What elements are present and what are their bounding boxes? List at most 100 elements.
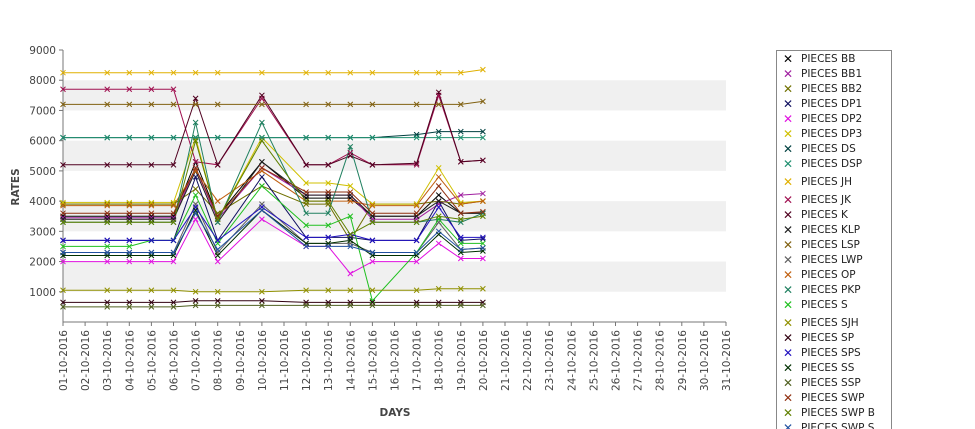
data-point <box>325 198 332 204</box>
data-point <box>369 249 376 256</box>
data-point <box>347 101 354 108</box>
data-point <box>435 128 442 135</box>
data-point <box>126 258 133 265</box>
legend-marker-icon: ✕ <box>782 253 794 267</box>
legend-marker-icon: ✕ <box>782 97 794 111</box>
legend-item: ✕ PIECES KLP <box>777 223 891 238</box>
data-point <box>104 202 111 209</box>
legend-label: PIECES SWP B <box>801 407 875 419</box>
data-point <box>104 258 111 265</box>
data-point <box>148 86 155 93</box>
data-point <box>369 161 376 168</box>
series-line <box>63 300 483 303</box>
data-point <box>413 249 420 256</box>
series-line <box>63 100 483 105</box>
series-points <box>60 66 486 310</box>
data-point <box>192 186 199 192</box>
data-point <box>480 213 486 220</box>
data-point <box>170 299 177 306</box>
legend-item: ✕ PIECES SWP <box>777 391 891 406</box>
data-point <box>148 69 155 76</box>
data-point <box>457 246 464 253</box>
legend-label: PIECES K <box>801 209 848 221</box>
series-line <box>63 304 483 308</box>
data-point <box>192 302 199 309</box>
data-point <box>435 174 442 180</box>
legend-label: PIECES DP3 <box>801 128 863 140</box>
y-tick-label: 6000 <box>29 136 56 148</box>
data-point <box>192 210 199 217</box>
data-point <box>259 69 265 76</box>
data-point <box>126 219 133 226</box>
data-point <box>325 243 332 250</box>
data-point <box>369 134 376 141</box>
data-point <box>148 299 155 306</box>
legend-marker-icon: ✕ <box>782 421 794 429</box>
data-point <box>214 101 221 108</box>
data-point <box>104 69 111 76</box>
data-point <box>60 219 66 226</box>
data-point <box>435 183 442 189</box>
data-point <box>347 270 354 277</box>
data-point <box>104 237 111 244</box>
data-point <box>192 192 199 198</box>
data-point <box>303 180 309 186</box>
data-point <box>170 86 177 93</box>
data-point <box>126 249 133 256</box>
x-tick-label: 01-10-2016 <box>58 330 70 391</box>
data-point <box>347 152 354 159</box>
x-tick-label: 15-10-2016 <box>367 330 379 391</box>
legend-marker-icon: ✕ <box>782 157 794 171</box>
legend-marker-icon: ✕ <box>782 316 794 330</box>
legend-marker-icon: ✕ <box>782 52 794 66</box>
data-point <box>413 237 420 244</box>
data-point <box>192 158 199 165</box>
data-point <box>435 213 442 220</box>
legend-label: PIECES LSP <box>801 239 860 251</box>
data-point <box>413 201 420 207</box>
legend-item: ✕ PIECES SWP B <box>777 406 891 421</box>
legend-marker-icon: ✕ <box>782 298 794 312</box>
data-point <box>435 69 442 76</box>
data-point <box>413 69 420 76</box>
legend-label: PIECES OP <box>801 269 856 281</box>
x-tick-label: 26-10-2016 <box>611 330 623 391</box>
data-point <box>148 258 155 265</box>
legend-label: PIECES SWP <box>801 392 865 404</box>
legend-item: ✕ PIECES DSP <box>777 157 891 172</box>
legend-label: PIECES KLP <box>801 224 861 236</box>
series-lines <box>63 69 484 308</box>
data-point <box>148 249 155 256</box>
legend-item: ✕ PIECES DS <box>777 142 891 157</box>
legend-label: PIECES SP <box>801 332 855 344</box>
data-point <box>413 101 420 108</box>
data-point <box>325 134 332 141</box>
data-point <box>457 101 464 108</box>
data-point <box>457 285 464 292</box>
legend-item: ✕ PIECES S <box>777 298 891 313</box>
legend-item: ✕ PIECES SS <box>777 361 891 376</box>
data-point <box>214 216 221 223</box>
data-point <box>259 101 265 108</box>
data-point <box>457 192 464 198</box>
data-point <box>259 137 265 144</box>
data-point <box>104 243 111 250</box>
data-point <box>126 304 133 310</box>
data-point <box>347 198 354 204</box>
x-tick-label: 23-10-2016 <box>544 330 556 391</box>
data-point <box>369 101 376 108</box>
data-point <box>303 210 309 217</box>
data-point <box>480 285 486 292</box>
data-point <box>170 134 177 141</box>
data-point <box>413 258 420 265</box>
data-point <box>104 161 111 168</box>
data-point <box>480 157 486 164</box>
series-line <box>63 185 483 242</box>
data-point <box>170 161 177 168</box>
data-point <box>347 189 354 195</box>
data-point <box>126 214 133 221</box>
series-line <box>63 135 483 221</box>
data-point <box>214 198 221 204</box>
data-point <box>192 297 199 304</box>
legend-label: PIECES BB1 <box>801 68 863 80</box>
